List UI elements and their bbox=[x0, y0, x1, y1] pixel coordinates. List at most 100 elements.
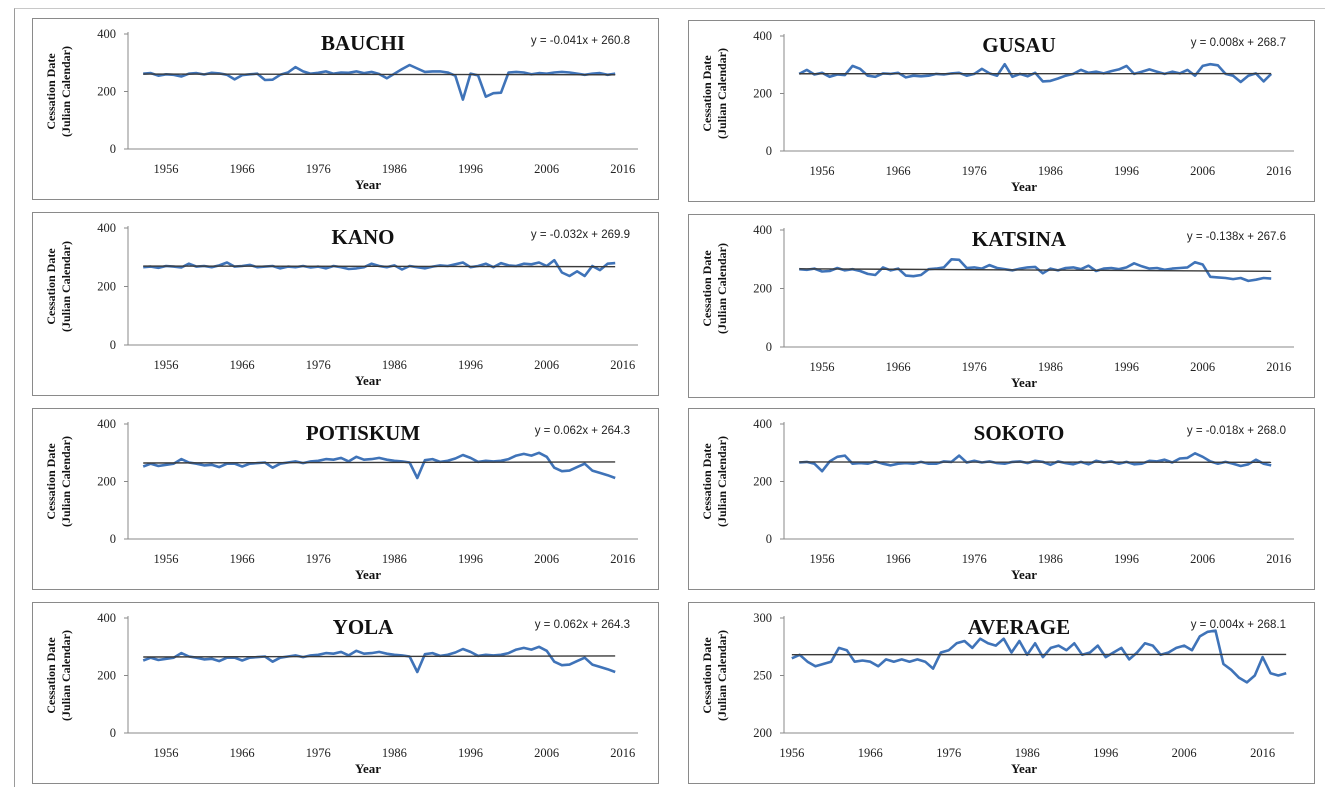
series-line bbox=[142, 645, 616, 674]
trend-equation: y = -0.018x + 268.0 bbox=[1187, 425, 1286, 437]
x-tick-label-5: 2006 bbox=[534, 162, 559, 176]
x-tick-label-6: 2016 bbox=[610, 358, 635, 372]
x-axis-title: Year bbox=[355, 761, 381, 776]
chart-panel-kano: 0 200 400 1956 1966 1976 1986 1996 2006 2016 Year C… bbox=[32, 212, 659, 396]
x-tick-label-3: 1986 bbox=[382, 162, 407, 176]
y-tick-label-1: 250 bbox=[753, 669, 772, 683]
y-tick-label-0: 0 bbox=[766, 340, 772, 354]
y-axis-title-line-1: Cessation Date bbox=[44, 443, 58, 520]
y-axis-title-line-2: (Julian Calendar) bbox=[715, 48, 729, 139]
x-tick-label-2: 1976 bbox=[962, 360, 987, 374]
x-tick-label-0: 1956 bbox=[154, 746, 179, 760]
panel-title: GUSAU bbox=[982, 33, 1056, 57]
x-tick-label-1: 1966 bbox=[886, 164, 911, 178]
figure-frame bbox=[14, 8, 1325, 787]
y-tick-label-2: 300 bbox=[753, 611, 772, 625]
x-axis-title: Year bbox=[1011, 179, 1037, 194]
chart-svg: 0 200 400 1956 1966 1976 1986 1996 2006 2016 Year C… bbox=[700, 417, 1294, 582]
x-tick-label-1: 1966 bbox=[230, 746, 255, 760]
x-tick-label-2: 1976 bbox=[962, 164, 987, 178]
x-tick-label-0: 1956 bbox=[810, 164, 835, 178]
trend-equation: y = 0.008x + 268.7 bbox=[1191, 37, 1286, 49]
y-axis-title-line-2: (Julian Calendar) bbox=[715, 436, 729, 527]
y-tick-label-2: 400 bbox=[97, 417, 116, 431]
x-tick-label-2: 1976 bbox=[306, 552, 331, 566]
y-tick-label-0: 0 bbox=[110, 142, 116, 156]
x-tick-label-1: 1966 bbox=[886, 360, 911, 374]
y-tick-label-2: 400 bbox=[753, 223, 772, 237]
chart-svg: 0 200 400 1956 1966 1976 1986 1996 2006 2016 Year C… bbox=[44, 27, 638, 192]
x-axis-title: Year bbox=[355, 373, 381, 388]
y-tick-label-0: 0 bbox=[110, 726, 116, 740]
y-axis-title-line-2: (Julian Calendar) bbox=[59, 241, 73, 332]
chart-panel-gusau: 0 200 400 1956 1966 1976 1986 1996 2006 2016 Year C… bbox=[688, 20, 1315, 202]
y-axis-title-line-2: (Julian Calendar) bbox=[715, 630, 729, 721]
trend-equation: y = 0.062x + 264.3 bbox=[535, 425, 630, 437]
x-tick-label-4: 1996 bbox=[1114, 552, 1139, 566]
panel-title: BAUCHI bbox=[321, 31, 405, 55]
y-tick-label-1: 200 bbox=[97, 280, 116, 294]
x-tick-label-1: 1966 bbox=[886, 552, 911, 566]
y-tick-label-2: 400 bbox=[97, 611, 116, 625]
chart-panel-potiskum: 0 200 400 1956 1966 1976 1986 1996 2006 2016 Year C… bbox=[32, 408, 659, 590]
chart-panel-average: 200 250 300 1956 1966 1976 1986 1996 2006 2016 Yea… bbox=[688, 602, 1315, 784]
x-tick-label-0: 1956 bbox=[154, 358, 179, 372]
x-tick-label-3: 1986 bbox=[382, 746, 407, 760]
panel-title: POTISKUM bbox=[306, 421, 421, 445]
series-line bbox=[799, 257, 1272, 283]
chart-svg: 0 200 400 1956 1966 1976 1986 1996 2006 2016 Year C… bbox=[44, 221, 638, 388]
x-tick-label-3: 1986 bbox=[1038, 360, 1063, 374]
x-tick-label-0: 1956 bbox=[154, 552, 179, 566]
x-tick-label-6: 2016 bbox=[610, 162, 635, 176]
y-axis-title-line-2: (Julian Calendar) bbox=[59, 436, 73, 527]
x-tick-label-6: 2016 bbox=[1266, 164, 1291, 178]
x-tick-label-6: 2016 bbox=[610, 746, 635, 760]
x-tick-label-5: 2006 bbox=[1190, 552, 1215, 566]
chart-panel-bauchi: 0 200 400 1956 1966 1976 1986 1996 2006 2016 Year C… bbox=[32, 18, 659, 200]
series-line bbox=[143, 258, 616, 278]
x-tick-label-2: 1976 bbox=[306, 162, 331, 176]
x-axis-title: Year bbox=[1011, 761, 1037, 776]
x-tick-label-5: 2006 bbox=[534, 552, 559, 566]
x-tick-label-6: 2016 bbox=[610, 552, 635, 566]
y-tick-label-1: 200 bbox=[97, 85, 116, 99]
series-line bbox=[791, 629, 1287, 684]
trend-equation: y = -0.032x + 269.9 bbox=[531, 229, 630, 241]
panel-title: KATSINA bbox=[972, 227, 1067, 251]
panel-title: AVERAGE bbox=[968, 615, 1070, 639]
y-axis-title-line-1: Cessation Date bbox=[700, 443, 714, 520]
x-tick-label-3: 1986 bbox=[1038, 552, 1063, 566]
x-tick-label-2: 1976 bbox=[306, 746, 331, 760]
trend-equation: y = 0.062x + 264.3 bbox=[535, 619, 630, 631]
chart-panel-sokoto: 0 200 400 1956 1966 1976 1986 1996 2006 2016 Year C… bbox=[688, 408, 1315, 590]
y-tick-label-1: 200 bbox=[97, 475, 116, 489]
x-tick-label-1: 1966 bbox=[230, 162, 255, 176]
x-axis-title: Year bbox=[355, 567, 381, 582]
x-tick-label-5: 2006 bbox=[1190, 164, 1215, 178]
y-tick-label-0: 0 bbox=[766, 532, 772, 546]
chart-svg: 0 200 400 1956 1966 1976 1986 1996 2006 2016 Year C… bbox=[700, 223, 1294, 390]
x-tick-label-4: 1996 bbox=[1093, 746, 1118, 760]
panel-title: YOLA bbox=[333, 615, 395, 639]
trend-equation: y = -0.138x + 267.6 bbox=[1187, 231, 1286, 243]
x-tick-label-2: 1976 bbox=[936, 746, 961, 760]
x-tick-label-6: 2016 bbox=[1250, 746, 1275, 760]
y-tick-label-2: 400 bbox=[97, 221, 116, 235]
x-tick-label-5: 2006 bbox=[534, 746, 559, 760]
x-axis-title: Year bbox=[1011, 375, 1037, 390]
x-tick-label-5: 2006 bbox=[1190, 360, 1215, 374]
trend-line bbox=[143, 655, 616, 658]
x-tick-label-3: 1986 bbox=[1038, 164, 1063, 178]
x-tick-label-6: 2016 bbox=[1266, 360, 1291, 374]
x-tick-label-0: 1956 bbox=[810, 552, 835, 566]
x-tick-label-0: 1956 bbox=[810, 360, 835, 374]
y-tick-label-2: 400 bbox=[753, 417, 772, 431]
panel-title: SOKOTO bbox=[974, 421, 1065, 445]
y-tick-label-1: 200 bbox=[753, 282, 772, 296]
trend-equation: y = 0.004x + 268.1 bbox=[1191, 619, 1286, 631]
y-axis-title-line-2: (Julian Calendar) bbox=[59, 630, 73, 721]
x-tick-label-3: 1986 bbox=[382, 358, 407, 372]
y-axis-title-line-1: Cessation Date bbox=[700, 250, 714, 327]
y-tick-label-0: 0 bbox=[110, 532, 116, 546]
x-tick-label-1: 1966 bbox=[230, 358, 255, 372]
